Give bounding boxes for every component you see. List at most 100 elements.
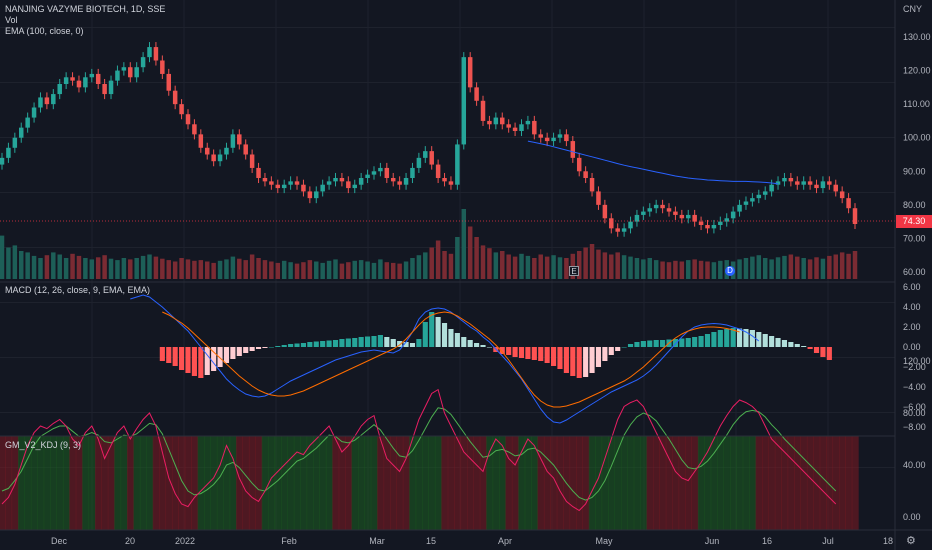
macd-histogram-bar	[781, 340, 788, 347]
time-scale-labels[interactable]: Dec 20 2022 Feb Mar 15 Apr May Jun 16 Jul 18	[51, 536, 893, 546]
macd-histogram-bar	[679, 338, 685, 347]
macd-histogram-bar	[730, 328, 736, 347]
price-scale-labels[interactable]: 130.00 120.00 110.00 100.00 90.00 80.00 70.00 6…	[903, 32, 931, 522]
volume-bar	[660, 261, 665, 279]
kdj-zone	[742, 436, 750, 530]
kdj-zone	[236, 436, 244, 530]
candle-body	[108, 80, 114, 95]
candle-body	[833, 184, 839, 192]
volume-bar	[314, 261, 319, 279]
volume-bar	[198, 260, 204, 279]
candle-body	[596, 191, 601, 205]
kdj-zone	[422, 436, 429, 530]
macd-histogram-bar	[583, 347, 589, 377]
symbol-title[interactable]: NANJING VAZYME BIOTECH, 1D, SSE	[5, 4, 166, 14]
kdj-zone	[268, 436, 276, 530]
price-scale-label: 80.00	[903, 408, 926, 418]
macd-histogram-bar	[788, 342, 794, 347]
candle-body	[641, 211, 646, 215]
kdj-zone	[82, 436, 90, 530]
kdj-zone	[300, 436, 308, 530]
candle-body	[390, 178, 396, 182]
kdj-zone	[370, 436, 378, 530]
volume-bar	[833, 254, 839, 279]
macd-histogram-bar	[268, 347, 274, 348]
candle-body	[615, 228, 620, 232]
macd-histogram-bar	[448, 329, 454, 347]
volume-bar	[0, 235, 5, 279]
volume-bar	[705, 261, 710, 279]
ema-label[interactable]: EMA (100, close, 0)	[5, 26, 84, 36]
kdj-zone	[313, 436, 320, 530]
macd-histogram-bar	[525, 347, 531, 359]
price-scale-label: 130.00	[903, 32, 931, 42]
macd-histogram-bar	[429, 312, 435, 347]
kdj-zone	[652, 436, 660, 530]
volume-bar	[121, 258, 127, 279]
macd-histogram-bar	[179, 347, 185, 370]
volume-bar	[25, 252, 30, 279]
volume-bar	[44, 255, 50, 279]
volume-bar	[538, 254, 543, 279]
candle-body	[807, 181, 813, 185]
candle-body	[711, 225, 717, 229]
macd-signal-line	[162, 311, 740, 408]
volume-bar	[820, 258, 826, 279]
candle-body	[352, 184, 357, 189]
macd-histogram-bar	[461, 337, 467, 347]
candle-body	[294, 181, 300, 185]
volume-bar	[846, 253, 851, 279]
volume-bar	[70, 253, 75, 279]
ema-line	[527, 140, 779, 185]
vol-label[interactable]: Vol	[5, 15, 18, 25]
kdj-zone	[543, 436, 551, 530]
volume-bar	[711, 262, 717, 279]
candle-body	[410, 167, 415, 178]
volume-bar	[442, 251, 447, 279]
kdj-zone	[94, 436, 102, 530]
kdj-zone	[781, 436, 789, 530]
volume-bar	[807, 259, 813, 279]
kdj-zone	[107, 436, 115, 530]
kdj-legend[interactable]: GM_V2_KDJ (9, 3)	[5, 440, 81, 451]
kdj-zone	[479, 436, 487, 530]
macd-histogram-bar	[769, 336, 775, 347]
candle-body	[288, 181, 293, 185]
macd-label[interactable]: MACD (12, 26, close, 9, EMA, EMA)	[5, 285, 151, 295]
volume-bar	[628, 256, 633, 279]
kdj-zone	[383, 436, 391, 530]
volume-bar	[634, 258, 640, 279]
macd-histogram-bar	[647, 340, 653, 347]
price-scale-label: −6.00	[903, 402, 926, 412]
kdj-label[interactable]: GM_V2_KDJ (9, 3)	[5, 440, 82, 450]
volume-bars	[0, 209, 858, 279]
candle-body	[583, 171, 588, 178]
candle-body	[307, 191, 313, 199]
kdj-zone	[473, 436, 481, 530]
settings-gear-icon[interactable]: ⚙	[906, 535, 916, 547]
volume-bar	[448, 253, 454, 279]
main-legend[interactable]: NANJING VAZYME BIOTECH, 1D, SSE Vol EMA …	[5, 4, 165, 37]
volume-bar	[775, 257, 781, 279]
kdj-zone	[749, 436, 757, 530]
price-scale-label: 90.00	[903, 166, 926, 176]
volume-bar	[827, 255, 832, 279]
volume-bar	[435, 240, 441, 279]
candle-body	[730, 211, 736, 219]
dividend-event-icon[interactable]: D	[725, 266, 735, 276]
candle-body	[0, 157, 5, 165]
macd-legend[interactable]: MACD (12, 26, close, 9, EMA, EMA)	[5, 285, 150, 296]
earnings-event-icon[interactable]: E	[569, 266, 579, 276]
kdj-zone	[441, 436, 449, 530]
volume-bar	[230, 256, 236, 279]
kdj-zone	[466, 436, 474, 530]
currency-label[interactable]: CNY	[903, 4, 923, 14]
kdj-zone	[30, 436, 38, 530]
time-scale-label: Mar	[369, 536, 385, 546]
candle-body	[339, 178, 345, 182]
kdj-zone	[729, 436, 737, 530]
candle-body	[378, 167, 383, 172]
volume-bar	[153, 256, 159, 279]
kdj-zone	[0, 436, 6, 530]
